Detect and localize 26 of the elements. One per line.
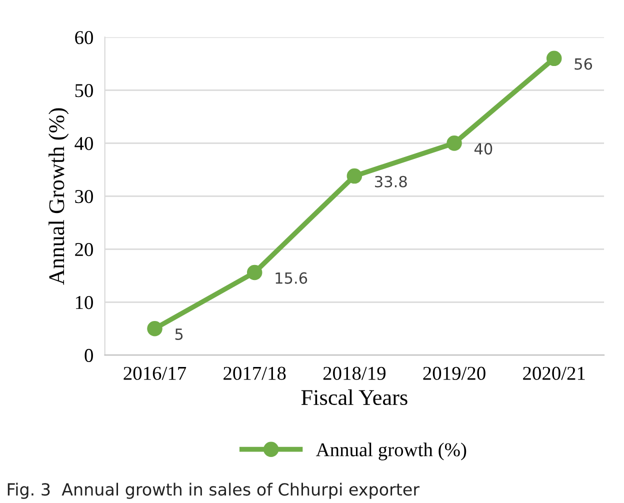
x-tick-label: 2017/18 (224, 366, 286, 380)
point (246, 264, 262, 280)
point (346, 168, 362, 184)
point (147, 320, 162, 336)
y-tick-label: 40 (74, 137, 93, 150)
data-label: 33.8 (375, 176, 407, 188)
point (546, 50, 562, 66)
x-tick-label: 2016/17 (124, 366, 186, 380)
x-tick-label: 2019/20 (423, 366, 486, 380)
data-label: 56 (574, 58, 592, 70)
y-tick-label: 20 (75, 242, 93, 256)
y-axis-title: Annual Growth (%) (48, 108, 69, 285)
x-tick-label: 2020/21 (523, 366, 585, 380)
data-label: 5 (175, 328, 183, 340)
y-tick-label: 50 (75, 84, 93, 98)
y-tick-label: 0 (84, 348, 93, 362)
y-tick-label: 30 (75, 190, 93, 204)
y-tick-label: 10 (76, 296, 93, 310)
y-tick-label: 60 (75, 31, 93, 44)
point (446, 136, 462, 151)
data-label: 15.6 (276, 272, 308, 284)
legend-label: Annual growth (%) (316, 442, 466, 460)
x-axis-title: Fiscal Years (301, 389, 408, 406)
caption: Fig. 3 Annual growth in sales of Chhurpi exporter (8, 482, 420, 499)
data-label: 40 (474, 143, 492, 155)
x-tick-label: 2018/19 (323, 366, 386, 380)
